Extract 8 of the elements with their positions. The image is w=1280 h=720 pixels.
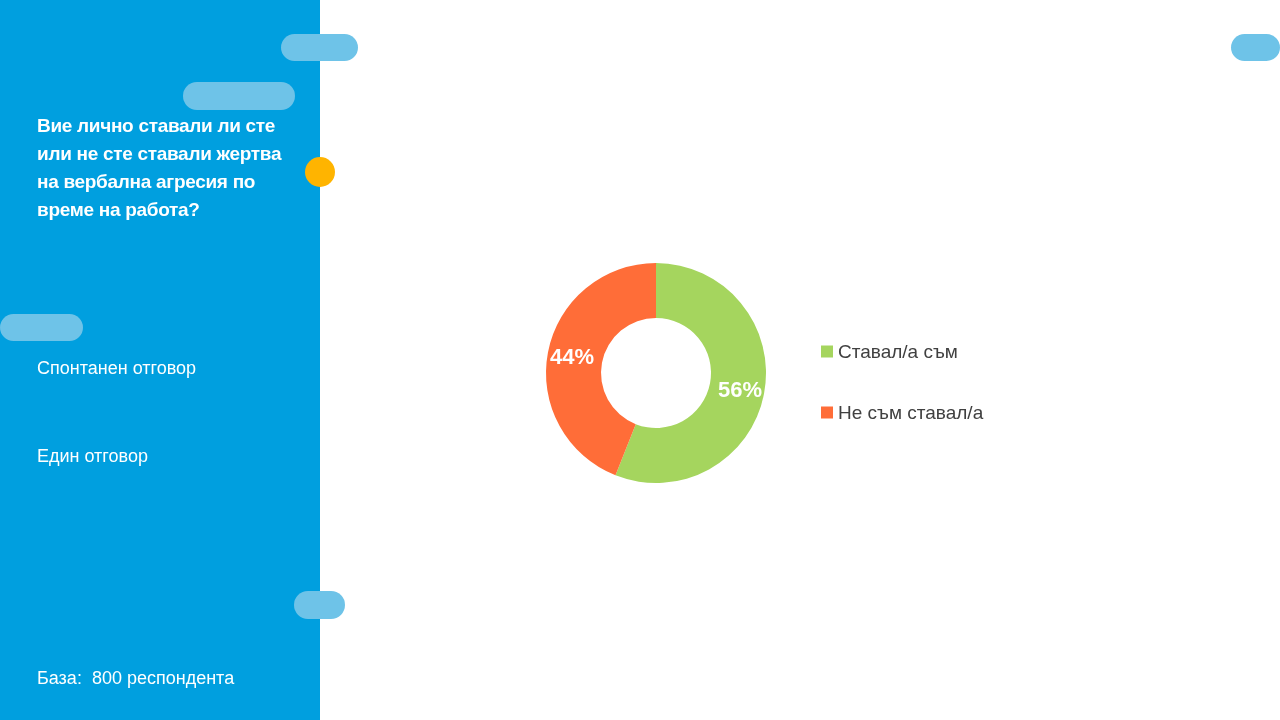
legend-label: Не съм ставал/а [838,402,984,423]
legend-label: Ставал/а съм [838,341,958,362]
text: База: 800 респондента [37,668,235,689]
text: Спонтанен отговор [37,358,197,379]
data-label: 44% [549,344,595,370]
data-label: 56% [717,376,763,402]
text: Един отговор [37,446,148,467]
text: Вие лично ставали ли сте или не сте ставали жертва на вербална агресия по време на работа? [37,114,283,222]
